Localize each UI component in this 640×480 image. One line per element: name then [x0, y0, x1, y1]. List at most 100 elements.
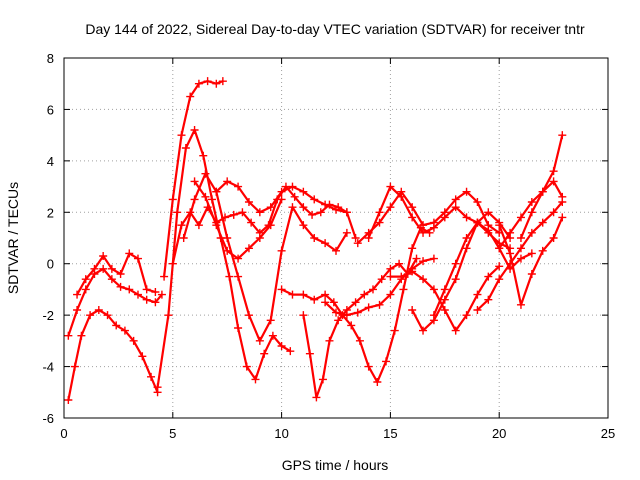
data-point — [234, 272, 243, 281]
data-point — [390, 326, 399, 335]
data-point — [484, 226, 493, 235]
data-point — [86, 311, 95, 320]
series-track-d — [153, 126, 295, 392]
data-point — [203, 77, 212, 86]
data-point — [266, 221, 275, 230]
data-point — [451, 195, 460, 204]
data-point — [277, 187, 286, 196]
data-point — [451, 326, 460, 335]
data-point — [516, 300, 525, 309]
data-point — [538, 218, 547, 227]
x-tick-label: 25 — [601, 426, 615, 441]
data-point — [462, 187, 471, 196]
data-point — [229, 210, 238, 219]
data-point — [386, 203, 395, 212]
data-point — [305, 349, 314, 358]
data-point — [408, 213, 417, 222]
data-point — [77, 331, 86, 340]
data-point — [73, 306, 82, 314]
data-point — [558, 213, 567, 222]
data-point — [120, 326, 129, 335]
data-point — [386, 182, 395, 191]
data-point — [386, 264, 395, 273]
data-point — [484, 272, 493, 281]
data-point — [181, 144, 190, 152]
data-point — [538, 246, 547, 255]
data-point — [353, 239, 362, 248]
data-point — [395, 259, 404, 268]
x-tick-label: 15 — [383, 426, 397, 441]
data-point — [429, 223, 438, 232]
data-point — [116, 282, 125, 291]
data-point — [332, 308, 340, 317]
data-point — [473, 218, 482, 227]
data-point — [321, 298, 330, 307]
data-point — [342, 228, 351, 237]
series-track-h — [190, 177, 286, 263]
data-point — [234, 254, 243, 263]
data-point — [225, 272, 234, 281]
x-tick-label: 10 — [274, 426, 288, 441]
series-track-r — [473, 198, 567, 314]
data-point — [251, 375, 260, 384]
data-point — [153, 383, 162, 392]
series-track-o — [386, 262, 504, 335]
data-point — [90, 264, 99, 273]
data-point — [440, 285, 449, 294]
data-point — [160, 272, 169, 281]
data-point — [419, 257, 428, 266]
data-point — [558, 192, 567, 201]
data-point — [177, 131, 186, 140]
data-point — [440, 213, 449, 222]
data-point — [419, 221, 428, 230]
data-point — [201, 192, 210, 201]
data-point — [495, 262, 504, 271]
y-tick-label: 4 — [47, 154, 54, 169]
data-point — [399, 285, 408, 294]
data-point — [310, 234, 319, 242]
data-point — [516, 213, 525, 222]
data-point — [347, 321, 356, 330]
data-point — [484, 295, 493, 304]
data-point — [234, 182, 243, 191]
data-point — [266, 316, 275, 325]
data-point — [260, 349, 269, 358]
data-point — [255, 234, 264, 242]
data-point — [342, 311, 351, 320]
data-point — [151, 298, 160, 307]
data-point — [244, 244, 253, 253]
data-point — [112, 321, 121, 330]
data-point — [299, 187, 308, 196]
data-point — [223, 177, 232, 186]
data-point — [506, 249, 515, 258]
data-point — [316, 208, 325, 217]
series-line — [367, 185, 512, 250]
series-track-i — [212, 177, 351, 217]
data-point — [419, 326, 428, 335]
data-point — [377, 275, 386, 284]
data-point — [312, 393, 321, 402]
data-point — [473, 198, 482, 206]
data-point — [484, 208, 493, 217]
y-tick-label: 8 — [47, 51, 54, 66]
y-tick-label: -4 — [42, 360, 54, 375]
series-track-a — [64, 264, 166, 340]
y-axis-label: SDTVAR / TECUs — [5, 182, 21, 294]
data-point — [186, 92, 195, 101]
data-point — [299, 203, 308, 212]
data-point — [223, 246, 232, 255]
data-point — [549, 177, 558, 186]
data-point — [308, 210, 317, 219]
data-point — [142, 295, 151, 304]
series-track-g — [179, 169, 351, 345]
data-point — [129, 336, 138, 345]
data-point — [321, 290, 330, 299]
data-point — [516, 244, 525, 253]
data-layer — [64, 77, 567, 404]
data-point — [329, 298, 338, 307]
series-line — [75, 252, 157, 296]
data-point — [242, 362, 251, 371]
data-point — [538, 187, 547, 196]
data-point — [168, 259, 177, 268]
